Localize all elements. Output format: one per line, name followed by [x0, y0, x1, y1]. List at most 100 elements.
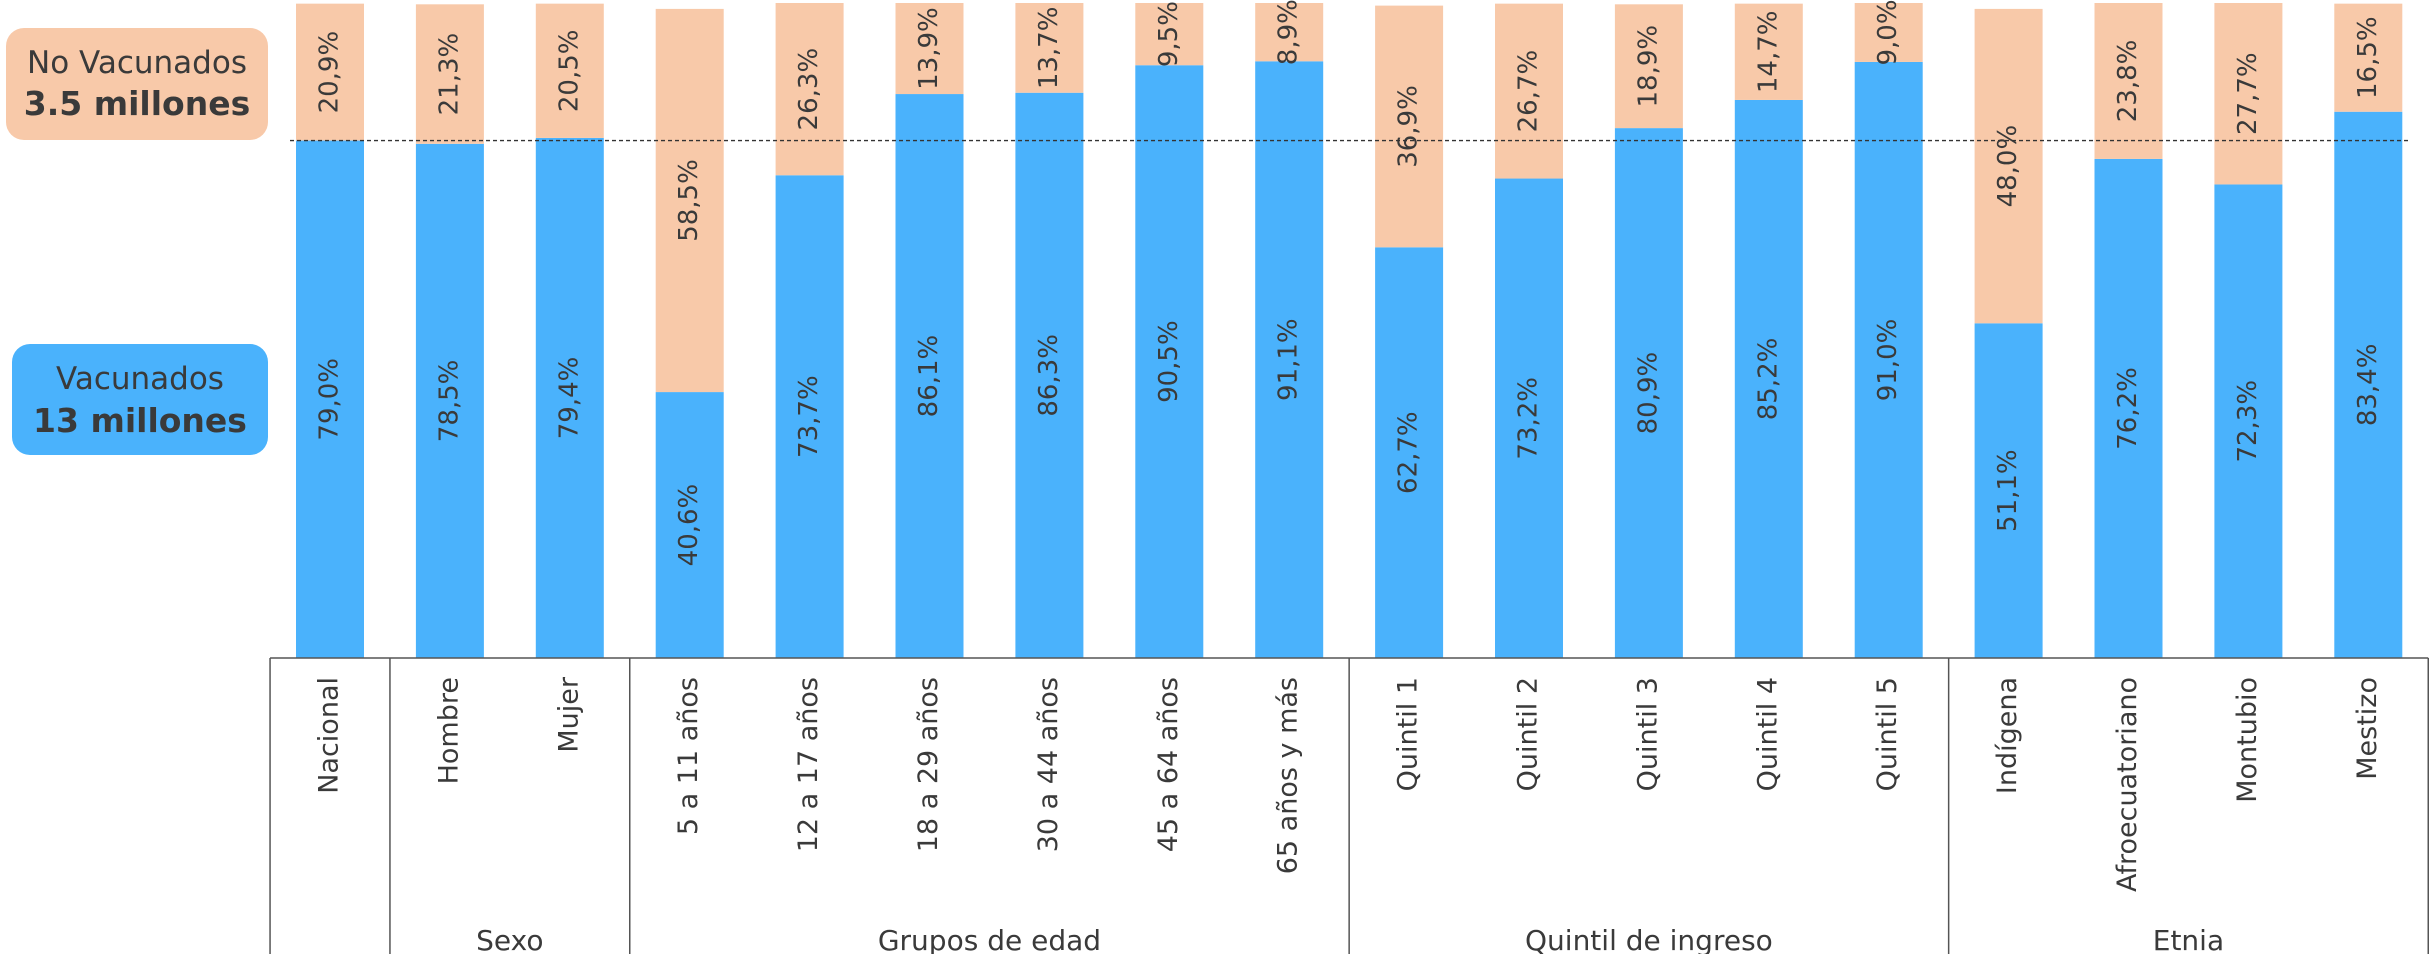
- value-label: 40,6%: [674, 484, 704, 567]
- legend-sublabel: 13 millones: [33, 401, 247, 440]
- value-label: 79,4%: [554, 357, 584, 440]
- category-label: 45 a 64 años: [1153, 677, 1184, 852]
- legend-sublabel: 3.5 millones: [24, 84, 250, 123]
- bar-segment: [2214, 3, 2283, 185]
- bar-segment: [895, 3, 964, 95]
- bar-segment: [1255, 3, 1324, 62]
- value-label: 20,9%: [315, 31, 345, 114]
- value-label: 73,7%: [794, 375, 824, 458]
- bar-segment: [2334, 111, 2403, 659]
- category-label: Quintil 3: [1632, 677, 1663, 791]
- bar-segment: [775, 175, 844, 658]
- value-label: 21,3%: [434, 33, 464, 116]
- category-label: 65 años y más: [1273, 677, 1304, 874]
- category-label: Mujer: [553, 676, 584, 753]
- bar-segment: [2214, 184, 2283, 658]
- value-label: 79,0%: [315, 358, 345, 441]
- value-label: 80,9%: [1633, 352, 1663, 435]
- bar-segment: [296, 3, 364, 141]
- value-label: 78,5%: [434, 360, 464, 443]
- bar-segment: [775, 3, 844, 176]
- value-label: 18,9%: [1633, 25, 1663, 108]
- value-label: 73,2%: [1514, 377, 1544, 460]
- bar-segment: [2094, 3, 2163, 159]
- value-label: 16,5%: [2353, 16, 2383, 99]
- bar-segment: [655, 8, 724, 393]
- bar-segment: [1614, 4, 1683, 129]
- group-label: Quintil de ingreso: [1525, 924, 1773, 954]
- group-label: Etnia: [2153, 924, 2224, 954]
- bar-segment: [1854, 3, 1923, 62]
- value-label: 62,7%: [1394, 411, 1424, 494]
- category-label: Quintil 2: [1513, 677, 1544, 791]
- category-label: Quintil 5: [1872, 677, 1903, 791]
- bar-segment: [1255, 61, 1324, 659]
- category-label: Indígena: [1992, 677, 2023, 794]
- group-label: Sexo: [476, 924, 543, 954]
- value-label: 86,3%: [1034, 334, 1064, 417]
- value-label: 23,8%: [2113, 40, 2143, 123]
- category-label: Quintil 4: [1752, 677, 1783, 791]
- category-label: Mestizo: [2352, 677, 2383, 780]
- bar-segment: [1015, 92, 1084, 659]
- value-label: 91,1%: [1274, 318, 1304, 401]
- value-label: 20,5%: [554, 29, 584, 112]
- bar-segment: [1974, 323, 2043, 658]
- value-label: 58,5%: [674, 159, 704, 242]
- legend-label: Vacunados: [56, 361, 224, 397]
- bar-segment: [1135, 3, 1204, 66]
- bar-segment: [1974, 8, 2043, 324]
- value-label: 13,7%: [1034, 7, 1064, 90]
- bar-segment: [1495, 3, 1563, 179]
- category-label: Quintil 1: [1393, 677, 1424, 791]
- value-label: 86,1%: [914, 335, 944, 418]
- bar-segment: [1375, 247, 1444, 658]
- category-label: Hombre: [433, 677, 464, 784]
- bar-segment: [1854, 61, 1923, 658]
- value-label: 91,0%: [1873, 319, 1903, 402]
- bar-segment: [2334, 3, 2403, 112]
- category-label: Afroecuatoriano: [2112, 677, 2143, 892]
- group-label: Grupos de edad: [878, 924, 1101, 954]
- category-label: Nacional: [314, 677, 345, 794]
- value-label: 48,0%: [1993, 125, 2023, 208]
- value-label: 9,0%: [1873, 0, 1903, 66]
- bar-segment: [655, 392, 724, 658]
- value-label: 36,9%: [1394, 85, 1424, 168]
- bar-segment: [1734, 99, 1803, 658]
- bar-segment: [1375, 5, 1444, 248]
- value-label: 51,1%: [1993, 449, 2023, 532]
- bar-segment: [535, 137, 604, 658]
- category-label: 18 a 29 años: [913, 677, 944, 852]
- category-label: 12 a 17 años: [793, 677, 824, 852]
- bar-segment: [535, 3, 604, 138]
- value-label: 76,2%: [2113, 367, 2143, 450]
- bar-segment: [2094, 158, 2163, 658]
- bar-segment: [1495, 178, 1563, 659]
- bar-segment: [415, 4, 484, 144]
- bar-segment: [1614, 128, 1683, 659]
- value-label: 14,7%: [1753, 10, 1783, 93]
- bar-segment: [1015, 3, 1084, 93]
- category-label: Montubio: [2232, 677, 2263, 803]
- legend-box: [6, 28, 268, 140]
- value-label: 72,3%: [2233, 380, 2263, 463]
- value-label: 13,9%: [914, 7, 944, 90]
- bar-segment: [415, 143, 484, 658]
- value-label: 9,5%: [1154, 1, 1184, 67]
- bar-segment: [895, 94, 964, 659]
- category-label: 30 a 44 años: [1033, 677, 1064, 852]
- value-label: 27,7%: [2233, 52, 2263, 135]
- bar-segment: [296, 140, 364, 659]
- value-label: 85,2%: [1753, 338, 1783, 421]
- category-label: 5 a 11 años: [673, 677, 704, 835]
- value-label: 26,7%: [1514, 50, 1544, 133]
- value-label: 8,9%: [1274, 0, 1304, 65]
- legend-label: No Vacunados: [27, 45, 247, 81]
- bar-segment: [1135, 65, 1204, 659]
- value-label: 26,3%: [794, 48, 824, 131]
- value-label: 90,5%: [1154, 320, 1184, 403]
- bar-segment: [1734, 3, 1803, 100]
- legend-box: [12, 344, 268, 455]
